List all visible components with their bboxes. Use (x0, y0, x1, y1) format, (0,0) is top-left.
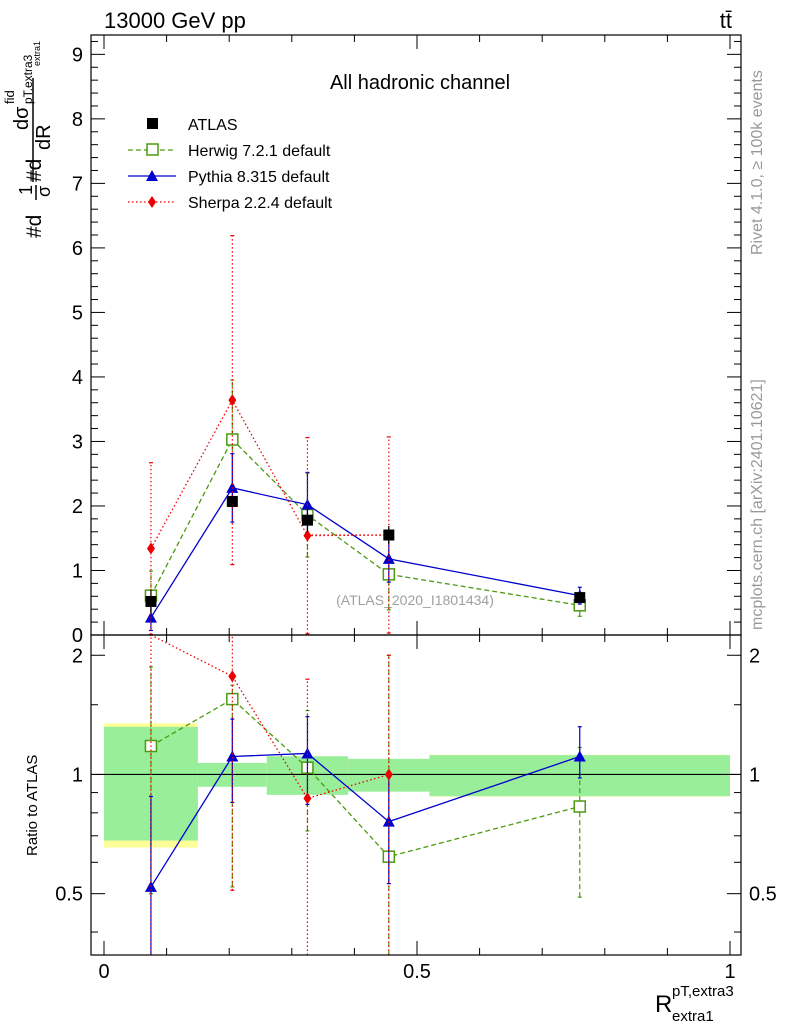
main-axis-ticks: 0 1 2 3 4 5 6 7 8 9 (72, 35, 741, 647)
data-point (228, 394, 237, 407)
main-ytick-label: 8 (72, 109, 83, 131)
ratio-series-line (150, 634, 390, 800)
ratio-series-pythia (144, 715, 586, 955)
xlabel-sup: pT,extra3 (672, 983, 734, 1000)
process-label: tt̄ (720, 8, 732, 33)
atlas-data-point (301, 514, 313, 526)
series-line (150, 398, 389, 549)
legend-item-herwig: Herwig 7.2.1 default (128, 143, 331, 160)
ratio-bands (104, 723, 730, 848)
main-ytick-label: 4 (72, 367, 83, 389)
ylabel-num-sub: pT,extra3 (21, 54, 35, 104)
legend: ATLAS Herwig 7.2.1 default Pythia 8.315 … (128, 117, 333, 212)
legend-label-atlas: ATLAS (188, 117, 238, 134)
ylabel-prefix: #d (23, 215, 46, 238)
ylabel-num-top: dσ (11, 106, 33, 130)
ylabel-mid: #d (23, 159, 46, 182)
main-ylabel: #d 1 σ #d dσ fid pT,extra3 extra1 dR (2, 41, 55, 238)
ratio-data-point (301, 747, 314, 759)
mcplots-label: mcplots.cern.ch [arXiv:2401.10621] (749, 379, 766, 630)
legend-item-atlas: ATLAS (147, 117, 238, 134)
main-ytick-label: 9 (72, 44, 83, 66)
ylabel-den: dR (33, 124, 55, 150)
main-ytick-label: 1 (72, 560, 83, 582)
ylabel-num-subsub: extra1 (32, 41, 42, 66)
atlas-data-point (226, 495, 238, 507)
series-sherpa (146, 235, 393, 635)
data-point (301, 498, 314, 510)
x-tick-label: 1 (724, 961, 735, 983)
x-tick-label: 0 (98, 961, 109, 983)
data-point (146, 542, 155, 555)
main-ytick-label: 6 (72, 238, 83, 260)
ratio-data-point (226, 750, 239, 762)
main-ytick-label: 5 (72, 302, 83, 324)
ratio-data-point (384, 768, 393, 781)
legend-label-pythia: Pythia 8.315 default (188, 169, 330, 186)
ratio-ytick-label: 1 (72, 764, 83, 786)
xlabel-sub: extra1 (672, 1008, 714, 1024)
legend-label-sherpa: Sherpa 2.2.4 default (188, 195, 333, 212)
legend-item-sherpa: Sherpa 2.2.4 default (128, 195, 333, 212)
ratio-series-herwig (144, 654, 587, 955)
x-tick-label: 0.5 (403, 961, 431, 983)
series-atlas (145, 495, 586, 614)
x-tick-labels: 0 0.5 1 (98, 961, 735, 983)
main-series-layer (144, 235, 587, 635)
analysis-id-label: (ATLAS_2020_I1801434) (336, 592, 494, 608)
xlabel-main: R (655, 991, 672, 1018)
ratio-series-layer (144, 634, 587, 955)
atlas-data-point (145, 595, 157, 607)
data-point (382, 552, 395, 564)
series-line (150, 438, 580, 606)
atlas-marker-icon (147, 118, 158, 129)
legend-item-pythia: Pythia 8.315 default (128, 169, 330, 186)
herwig-marker-icon (146, 143, 159, 156)
ratio-axis-ticks: 0.5 0.5 1 1 2 2 (55, 635, 777, 955)
main-plot-panel: 0 1 2 3 4 5 6 7 8 9 All hadronic channel (ATLAS_2… (72, 34, 742, 647)
ratio-data-point (573, 800, 587, 813)
legend-label-herwig: Herwig 7.2.1 default (188, 143, 331, 160)
ratio-series-sherpa (150, 634, 393, 955)
rivet-version-label: Rivet 4.1.0, ≥ 100k events (749, 70, 766, 255)
ratio-data-point (382, 815, 395, 827)
ylabel-num-sup: fid (2, 90, 17, 104)
ratio-data-point (303, 792, 312, 805)
ratio-data-point (228, 670, 237, 683)
main-ytick-label: 0 (72, 625, 83, 647)
ratio-plot-frame (90, 634, 742, 956)
atlas-data-point (574, 592, 586, 604)
ratio-ytick-label: 0.5 (55, 884, 83, 906)
ratio-ytick-label-right: 0.5 (749, 884, 777, 906)
ylabel-frac-den: σ (34, 186, 54, 197)
ratio-ytick-label-right: 1 (749, 764, 760, 786)
main-ytick-label: 2 (72, 496, 83, 518)
main-ytick-label: 3 (72, 431, 83, 453)
main-ytick-label: 7 (72, 173, 83, 195)
pythia-marker-icon (146, 170, 158, 181)
ylabel-frac-num: 1 (16, 185, 36, 195)
ratio-data-point (573, 750, 586, 762)
x-axis-label: R pT,extra3 extra1 (655, 983, 734, 1024)
ratio-ytick-label-right: 2 (749, 645, 760, 667)
ratio-ylabel: Ratio to ATLAS (24, 755, 41, 856)
energy-label: 13000 GeV pp (104, 8, 246, 33)
channel-title: All hadronic channel (330, 72, 510, 94)
ratio-plot-panel: 0.5 0.5 1 1 2 2 (55, 634, 777, 956)
ratio-data-point (226, 692, 239, 706)
sherpa-marker-icon (148, 196, 156, 208)
ratio-ytick-label: 2 (72, 645, 83, 667)
atlas-data-point (383, 529, 395, 541)
